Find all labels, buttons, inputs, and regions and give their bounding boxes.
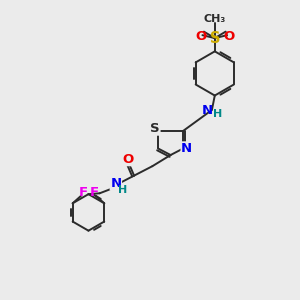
Text: N: N [202,104,213,117]
Text: O: O [223,30,234,43]
Text: S: S [209,31,220,46]
Text: H: H [212,110,222,119]
Text: S: S [150,122,160,135]
Text: H: H [118,185,127,195]
Text: F: F [89,186,98,199]
Text: F: F [78,186,88,199]
Text: N: N [110,177,122,190]
Text: O: O [195,30,207,43]
Text: CH₃: CH₃ [204,14,226,24]
Text: O: O [123,153,134,166]
Text: N: N [181,142,192,155]
